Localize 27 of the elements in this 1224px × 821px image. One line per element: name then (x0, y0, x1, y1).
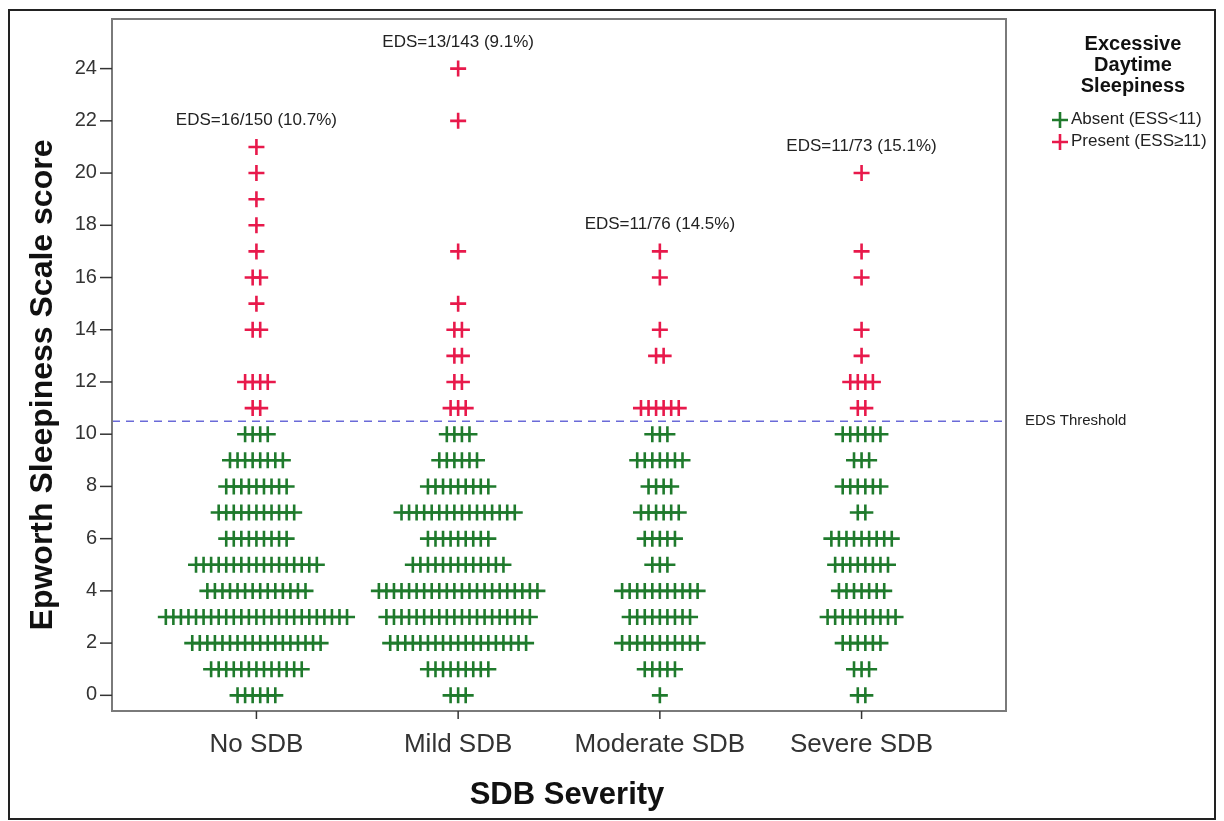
x-tick-label: Mild SDB (403, 728, 513, 758)
annotation: EDS=16/150 (10.7%) (175, 110, 337, 130)
x-tick-label: No SDB (209, 728, 304, 758)
y-tick-label: 16 (74, 264, 97, 287)
y-tick-label: 2 (85, 630, 97, 653)
x-tick-label: Severe SDB (790, 728, 934, 758)
annotation: EDS=11/76 (14.5%) (584, 214, 736, 234)
annotation: EDS=11/73 (15.1%) (786, 136, 937, 156)
y-tick-label: 0 (85, 682, 97, 705)
annotation: EDS=13/143 (9.1%) (382, 32, 534, 52)
y-tick-label: 4 (85, 578, 97, 601)
y-tick-label: 22 (74, 108, 97, 131)
y-tick-label: 18 (74, 212, 97, 235)
x-tick-label: Moderate SDB (574, 728, 746, 758)
x-axis-title: SDB Severity (469, 776, 666, 811)
y-axis-title: Epworth Sleepiness Scale score (23, 139, 60, 631)
y-tick-label: 6 (85, 525, 97, 548)
y-tick-label: 14 (74, 317, 97, 340)
y-tick-label: 8 (85, 473, 97, 496)
legend-title: Excessive Daytime Sleepiness (1080, 32, 1186, 97)
y-tick-label: 24 (74, 55, 97, 78)
y-tick-label: 10 (74, 421, 97, 444)
y-tick-label: 12 (74, 369, 97, 392)
legend-label: Absent (ESS<11) (1071, 109, 1202, 129)
ref-line-label: EDS Threshold (1025, 411, 1127, 429)
y-tick-label: 20 (74, 160, 97, 183)
legend-label: Present (ESS≥11) (1071, 131, 1207, 151)
